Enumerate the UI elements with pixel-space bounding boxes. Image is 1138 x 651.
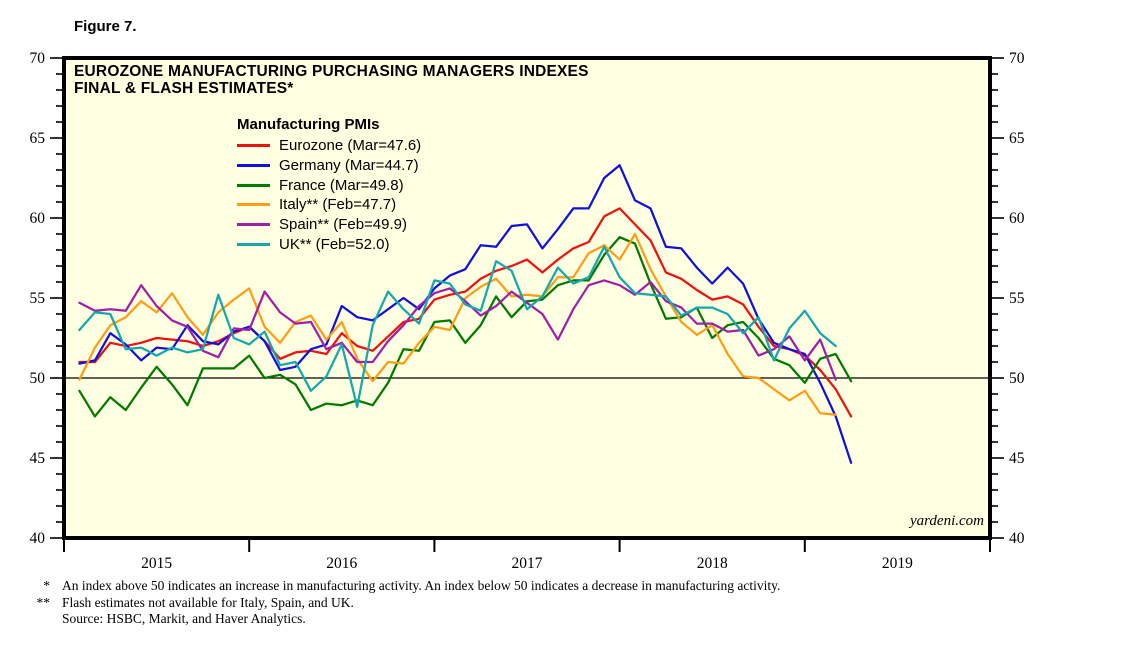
footnote-1-marker: *	[43, 578, 50, 593]
italy-line-swatch	[237, 203, 270, 207]
x-tick-label-year: 2015	[141, 555, 172, 572]
chart-legend: Manufacturing PMIs Eurozone (Mar=47.6) G…	[237, 116, 421, 254]
footnote-source: Source: HSBC, Markit, and Haver Analytic…	[0, 611, 1120, 628]
legend-label-eurozone: Eurozone (Mar=47.6)	[279, 137, 422, 155]
france-line-swatch	[237, 183, 270, 187]
footnote-1-text: An index above 50 indicates an increase …	[62, 578, 781, 593]
legend-title: Manufacturing PMIs	[237, 116, 380, 133]
plot-border	[62, 56, 992, 540]
y-tick-label-right: 65	[1009, 130, 1025, 147]
series-line-germany	[78, 164, 853, 464]
series-line-italy	[78, 232, 837, 416]
x-tick-label-year: 2016	[326, 555, 357, 572]
chart-title-line2: FINAL & FLASH ESTIMATES*	[74, 80, 294, 97]
eurozone-line-swatch	[237, 144, 270, 148]
y-tick-label-left: 45	[30, 450, 46, 467]
footnote-source-text: Source: HSBC, Markit, and Haver Analytic…	[62, 611, 306, 626]
legend-item-germany: Germany (Mar=44.7)	[237, 156, 421, 176]
legend-label-uk: UK** (Feb=52.0)	[279, 235, 390, 253]
y-axis-ticks: 40 40 45 45 50 50 55 55 60 60 65 65 70 70	[30, 50, 1025, 547]
legend-label-spain: Spain** (Feb=49.9)	[279, 216, 407, 234]
spain-line-swatch	[237, 223, 270, 227]
legend-item-spain: Spain** (Feb=49.9)	[237, 215, 421, 235]
uk-line-swatch	[237, 242, 270, 246]
legend-label-germany: Germany (Mar=44.7)	[279, 157, 419, 175]
x-tick-label-year: 2018	[697, 555, 728, 572]
legend-item-uk: UK** (Feb=52.0)	[237, 234, 421, 254]
footnotes: * An index above 50 indicates an increas…	[0, 578, 1120, 628]
legend-item-italy: Italy** (Feb=47.7)	[237, 195, 421, 215]
y-tick-label-left: 55	[30, 290, 46, 307]
y-tick-label-left: 65	[30, 130, 46, 147]
x-tick-label-year: 2017	[512, 555, 543, 572]
legend-label-italy: Italy** (Feb=47.7)	[279, 196, 397, 214]
series-line-eurozone	[78, 207, 853, 418]
y-tick-label-left: 60	[30, 210, 46, 227]
footnote-2-marker: **	[36, 594, 51, 610]
footnote-2: ** Flash estimates not available for Ita…	[0, 595, 1120, 612]
y-tick-label-right: 60	[1009, 210, 1025, 227]
y-tick-label-right: 45	[1009, 450, 1025, 467]
y-tick-label-left: 50	[30, 370, 46, 387]
series-line-uk	[78, 245, 837, 408]
x-tick-label-year: 2019	[882, 555, 913, 572]
figure-label: Figure 7.	[74, 18, 137, 35]
germany-line-swatch	[237, 164, 270, 168]
y-tick-label-left: 40	[30, 530, 46, 547]
chart-title-line1: EUROZONE MANUFACTURING PURCHASING MANAGE…	[74, 63, 589, 80]
legend-item-eurozone: Eurozone (Mar=47.6)	[237, 136, 421, 156]
y-tick-label-right: 70	[1009, 50, 1025, 67]
footnote-1: * An index above 50 indicates an increas…	[0, 578, 1120, 595]
y-tick-label-right: 55	[1009, 290, 1025, 307]
yardeni-watermark: yardeni.com	[909, 513, 984, 529]
chart-title: EUROZONE MANUFACTURING PURCHASING MANAGE…	[74, 63, 589, 97]
x-axis-ticks: 2015 2016 2017 2018 2019	[63, 538, 991, 572]
y-tick-label-right: 50	[1009, 370, 1025, 387]
y-tick-label-left: 70	[30, 50, 46, 67]
legend-item-france: France (Mar=49.8)	[237, 175, 421, 195]
footnote-2-text: Flash estimates not available for Italy,…	[62, 594, 354, 610]
footnote-source-marker	[0, 611, 50, 628]
legend-label-france: France (Mar=49.8)	[279, 176, 404, 194]
y-tick-label-right: 40	[1009, 530, 1025, 547]
plot-area	[64, 58, 990, 538]
